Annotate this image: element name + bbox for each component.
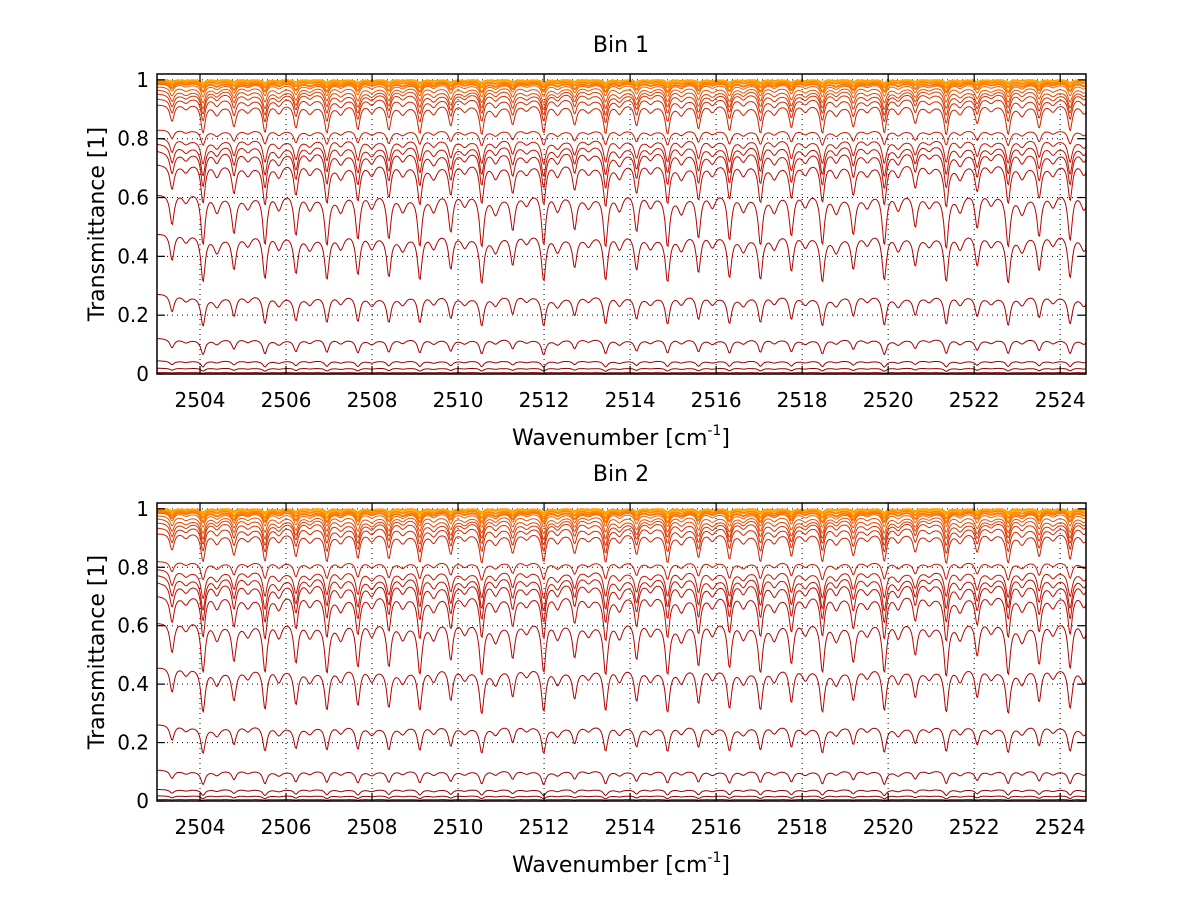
plot-title: Bin 1 bbox=[593, 33, 649, 58]
spectrum-series-line bbox=[156, 575, 1087, 612]
y-tick-label: 0.4 bbox=[117, 672, 149, 696]
y-tick-label: 0.8 bbox=[117, 127, 149, 151]
spectrum-series-line bbox=[157, 372, 1086, 374]
x-tick-label: 2514 bbox=[605, 815, 656, 839]
y-tick-label: 0.6 bbox=[117, 186, 149, 210]
y-tick-label: 0 bbox=[136, 789, 149, 813]
y-axis-label: Transmittance [1] bbox=[85, 127, 110, 322]
spectrum-series-line bbox=[156, 194, 1087, 250]
spectrum-series-line bbox=[156, 518, 1087, 541]
x-axis-ticks: 2504 2506 2508 2510 2512 2514 2516 2518 2520 2522… bbox=[175, 503, 1086, 839]
x-tick-label: 2510 bbox=[433, 815, 484, 839]
spectrum-series-line bbox=[156, 515, 1087, 535]
x-tick-label: 2520 bbox=[863, 388, 914, 412]
y-tick-label: 0.4 bbox=[117, 244, 149, 268]
spectrum-series-line bbox=[156, 338, 1087, 356]
spectrum-series-line bbox=[157, 511, 1087, 524]
spectrum-series-line bbox=[157, 795, 1087, 800]
spectrum-series-line bbox=[156, 527, 1087, 554]
y-tick-label: 0 bbox=[136, 362, 149, 386]
x-tick-label: 2504 bbox=[175, 388, 226, 412]
x-tick-label: 2516 bbox=[691, 388, 742, 412]
subplot-bin-1: Bin 1 2504 2506 2508 2510 2512 2514 2516 2518 25… bbox=[85, 33, 1087, 451]
x-tick-label: 2520 bbox=[863, 815, 914, 839]
y-axis-ticks: 0 0.2 0.4 0.6 0.8 1 bbox=[117, 68, 1086, 386]
axes-frame bbox=[156, 73, 1087, 375]
spectrum-series-line bbox=[156, 582, 1087, 624]
x-tick-label: 2524 bbox=[1035, 815, 1086, 839]
spectrum-series-line bbox=[157, 667, 1087, 715]
spectrum-series-line bbox=[157, 512, 1087, 528]
spectrum-series-line bbox=[156, 86, 1087, 104]
y-tick-label: 1 bbox=[136, 497, 149, 521]
axes-background bbox=[157, 74, 1086, 374]
y-axis-ticks: 0 0.2 0.4 0.6 0.8 1 bbox=[117, 497, 1086, 813]
x-tick-label: 2518 bbox=[777, 815, 828, 839]
spectrum-series-line bbox=[156, 89, 1087, 110]
spectrum-series-line bbox=[157, 83, 1087, 98]
series-lines bbox=[156, 507, 1087, 801]
spectrum-series-line bbox=[156, 137, 1087, 165]
x-tick-label: 2512 bbox=[519, 815, 570, 839]
x-tick-label: 2506 bbox=[261, 388, 312, 412]
spectrum-series-line bbox=[156, 151, 1087, 190]
spectrum-series-line bbox=[156, 93, 1087, 116]
y-tick-label: 0.8 bbox=[117, 555, 149, 579]
spectrum-series-line bbox=[157, 569, 1087, 600]
series-lines bbox=[156, 78, 1087, 374]
spectrum-series-line bbox=[157, 533, 1087, 564]
x-axis-label: Wavenumber [cm-1] bbox=[512, 850, 730, 878]
x-tick-label: 2510 bbox=[433, 388, 484, 412]
spectrum-series-line bbox=[156, 596, 1087, 642]
spectrum-series-line bbox=[157, 561, 1087, 581]
spectrum-series-line bbox=[156, 509, 1087, 520]
spectrum-series-line bbox=[157, 360, 1087, 368]
axes-frame bbox=[156, 502, 1087, 802]
spectrum-series-line bbox=[157, 234, 1087, 285]
spectrum-series-line bbox=[157, 294, 1087, 327]
axes-background bbox=[157, 503, 1086, 801]
x-tick-label: 2522 bbox=[949, 388, 1000, 412]
spectrum-series-line bbox=[156, 788, 1087, 797]
spectrum-series-line bbox=[157, 82, 1087, 94]
x-tick-label: 2508 bbox=[347, 815, 398, 839]
x-tick-label: 2522 bbox=[949, 815, 1000, 839]
spectrum-series-line bbox=[157, 80, 1087, 89]
y-tick-label: 0.2 bbox=[117, 303, 149, 327]
x-tick-label: 2506 bbox=[261, 815, 312, 839]
x-tick-label: 2512 bbox=[519, 388, 570, 412]
y-tick-label: 0.6 bbox=[117, 614, 149, 638]
x-axis-ticks: 2504 2506 2508 2510 2512 2514 2516 2518 2520 2522… bbox=[175, 74, 1086, 412]
x-tick-label: 2518 bbox=[777, 388, 828, 412]
spectrum-series-line bbox=[156, 143, 1087, 178]
spectrum-series-line bbox=[156, 164, 1087, 208]
spectrum-series-line bbox=[156, 522, 1087, 547]
x-tick-label: 2508 bbox=[347, 388, 398, 412]
x-tick-label: 2516 bbox=[691, 815, 742, 839]
spectrum-series-line bbox=[157, 129, 1087, 147]
spectrum-series-line bbox=[157, 367, 1087, 372]
spectrum-series-line bbox=[156, 769, 1087, 786]
spectrum-series-line bbox=[156, 623, 1087, 677]
spectrum-series-line bbox=[157, 79, 1087, 86]
y-axis-label: Transmittance [1] bbox=[85, 555, 110, 750]
spectrum-series-line bbox=[156, 508, 1087, 516]
x-tick-label: 2514 bbox=[605, 388, 656, 412]
spectrum-series-line bbox=[157, 104, 1087, 136]
spectrum-series-line bbox=[156, 724, 1087, 754]
subplot-bin-2: Bin 2 2504 2506 2508 2510 2512 2514 2516 2518 25… bbox=[85, 462, 1087, 878]
spectrum-series-line bbox=[156, 98, 1087, 124]
y-tick-label: 1 bbox=[136, 68, 149, 92]
x-axis-label: Wavenumber [cm-1] bbox=[512, 423, 730, 451]
y-tick-label: 0.2 bbox=[117, 731, 149, 755]
spectrum-series-line bbox=[157, 799, 1086, 801]
x-tick-label: 2524 bbox=[1035, 388, 1086, 412]
x-tick-label: 2504 bbox=[175, 815, 226, 839]
plot-title: Bin 2 bbox=[593, 462, 649, 487]
